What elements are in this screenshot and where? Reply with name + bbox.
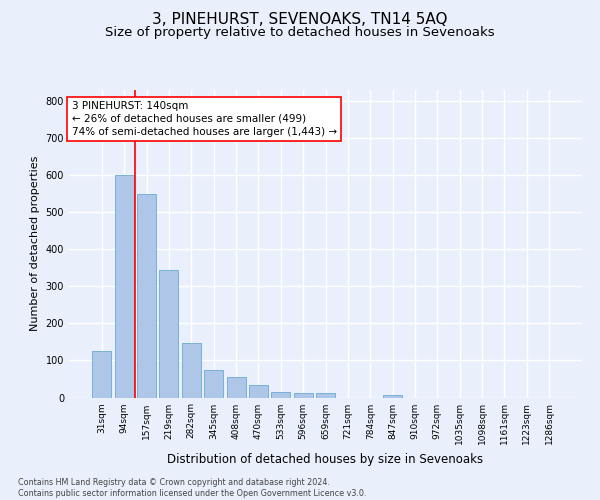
Bar [160,270,178,398]
Bar [293,392,313,398]
Bar [182,342,201,398]
Bar [316,392,335,398]
Text: Contains HM Land Registry data © Crown copyright and database right 2024.
Contai: Contains HM Land Registry data © Crown c… [18,478,367,498]
Bar [137,194,156,398]
Bar [227,377,245,398]
X-axis label: Distribution of detached houses by size in Sevenoaks: Distribution of detached houses by size … [167,453,484,466]
Text: 3 PINEHURST: 140sqm
← 26% of detached houses are smaller (499)
74% of semi-detac: 3 PINEHURST: 140sqm ← 26% of detached ho… [71,101,337,137]
Bar [204,370,223,398]
Bar [92,351,112,398]
Bar [271,392,290,398]
Y-axis label: Number of detached properties: Number of detached properties [30,156,40,332]
Bar [249,386,268,398]
Text: 3, PINEHURST, SEVENOAKS, TN14 5AQ: 3, PINEHURST, SEVENOAKS, TN14 5AQ [152,12,448,28]
Text: Size of property relative to detached houses in Sevenoaks: Size of property relative to detached ho… [105,26,495,39]
Bar [383,395,402,398]
Bar [115,175,134,398]
